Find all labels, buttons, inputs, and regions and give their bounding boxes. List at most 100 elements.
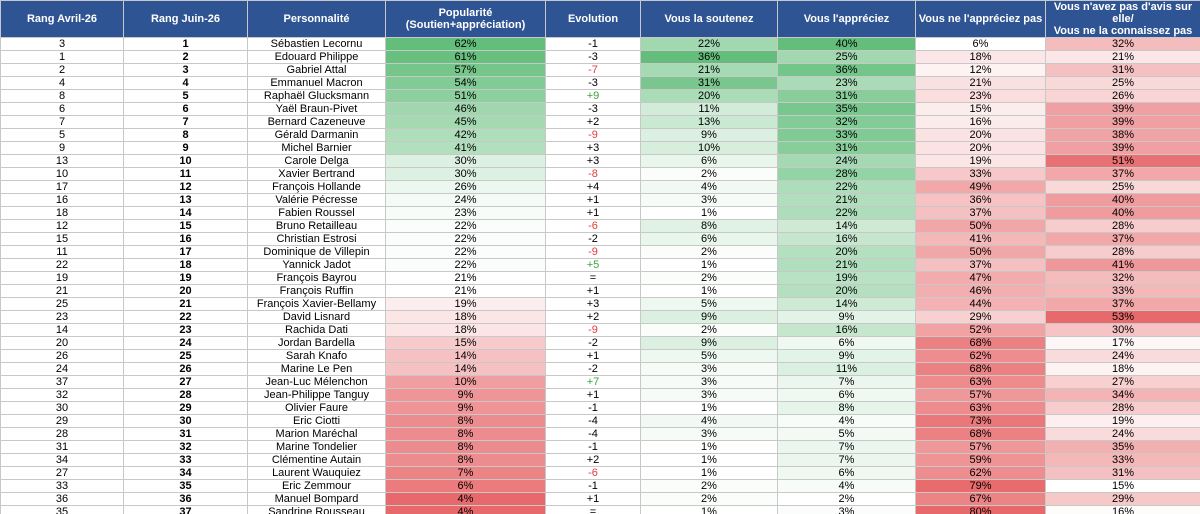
table-cell: +1 [545, 284, 641, 298]
table-row: 29 30 Eric Ciotti 8% -4 4% 4% 73% 19% [0, 414, 1200, 428]
table-cell: 30% [385, 154, 546, 168]
table-cell: 35% [1045, 440, 1200, 454]
table-cell: 23 [123, 323, 248, 337]
table-cell: 21% [777, 258, 916, 272]
table-row: 6 6 Yaël Braun-Pivet 46% -3 11% 35% 15% 39% [0, 102, 1200, 116]
table-cell: 9% [777, 310, 916, 324]
table-cell: 18% [385, 323, 546, 337]
column-header: Evolution [545, 0, 641, 38]
table-cell: 22% [777, 180, 916, 194]
table-cell: 46% [385, 102, 546, 116]
table-cell: 6% [640, 232, 778, 246]
table-cell: François Bayrou [247, 271, 386, 285]
table-cell: 3% [640, 193, 778, 207]
table-row: 28 31 Marion Maréchal 8% -4 3% 5% 68% 24% [0, 427, 1200, 441]
table-cell: 28 [0, 427, 124, 441]
table-row: 16 13 Valérie Pécresse 24% +1 3% 21% 36% 40% [0, 193, 1200, 207]
table-cell: 9% [385, 401, 546, 415]
table-cell: 19 [0, 271, 124, 285]
table-cell: 57% [915, 440, 1046, 454]
table-row: 33 35 Eric Zemmour 6% -1 2% 4% 79% 15% [0, 479, 1200, 493]
column-header: Rang Juin-26 [123, 0, 248, 38]
table-cell: Xavier Bertrand [247, 167, 386, 181]
table-cell: 25% [1045, 180, 1200, 194]
table-cell: 28% [1045, 401, 1200, 415]
table-cell: -3 [545, 50, 641, 64]
table-cell: 25% [1045, 76, 1200, 90]
table-cell: Manuel Bompard [247, 492, 386, 506]
table-cell: 15 [123, 219, 248, 233]
table-cell: +1 [545, 206, 641, 220]
table-row: 34 33 Clémentine Autain 8% +2 1% 7% 59% 33% [0, 453, 1200, 467]
table-cell: 38% [1045, 128, 1200, 142]
table-cell: 8% [385, 453, 546, 467]
table-cell: +3 [545, 297, 641, 311]
table-cell: 26 [0, 349, 124, 363]
table-cell: 3% [640, 427, 778, 441]
column-header: Popularité (Soutien+appréciation) [385, 0, 546, 38]
table-cell: 6% [640, 154, 778, 168]
table-cell: 1% [640, 401, 778, 415]
table-row: 21 20 François Ruffin 21% +1 1% 20% 46% 33% [0, 284, 1200, 298]
column-header: Vous n'avez pas d'avis sur elle/ Vous ne… [1045, 0, 1200, 38]
table-cell: 8% [385, 414, 546, 428]
table-cell: 35 [0, 505, 124, 514]
table-cell: 49% [915, 180, 1046, 194]
table-cell: 37% [915, 258, 1046, 272]
table-cell: 19% [777, 271, 916, 285]
table-cell: 32% [1045, 37, 1200, 51]
table-cell: 23% [915, 89, 1046, 103]
table-cell: 18% [385, 310, 546, 324]
table-cell: 68% [915, 336, 1046, 350]
table-cell: +2 [545, 453, 641, 467]
table-cell: 9 [123, 141, 248, 155]
table-cell: +1 [545, 193, 641, 207]
table-cell: 1% [640, 284, 778, 298]
table-cell: 21% [915, 76, 1046, 90]
table-cell: -1 [545, 479, 641, 493]
table-cell: 14% [385, 362, 546, 376]
table-cell: 73% [915, 414, 1046, 428]
table-cell: 21% [385, 271, 546, 285]
table-cell: 39% [1045, 115, 1200, 129]
table-cell: 1% [640, 466, 778, 480]
table-cell: 34 [0, 453, 124, 467]
table-cell: -9 [545, 128, 641, 142]
table-cell: 10 [0, 167, 124, 181]
table-cell: 13% [640, 115, 778, 129]
table-cell: = [545, 505, 641, 514]
table-cell: 3 [0, 37, 124, 51]
table-row: 36 36 Manuel Bompard 4% +1 2% 2% 67% 29% [0, 492, 1200, 506]
table-cell: 39% [1045, 141, 1200, 155]
table-cell: +4 [545, 180, 641, 194]
table-cell: 42% [385, 128, 546, 142]
column-header: Vous l'appréciez [777, 0, 916, 38]
table-cell: 28 [123, 388, 248, 402]
table-cell: 15% [385, 336, 546, 350]
table-cell: 41% [385, 141, 546, 155]
table-row: 31 32 Marine Tondelier 8% -1 1% 7% 57% 35% [0, 440, 1200, 454]
table-cell: 9% [640, 128, 778, 142]
table-cell: 68% [915, 427, 1046, 441]
table-cell: 31% [640, 76, 778, 90]
table-cell: -1 [545, 401, 641, 415]
table-cell: 37% [1045, 167, 1200, 181]
table-cell: 3% [777, 505, 916, 514]
table-cell: 1% [640, 505, 778, 514]
table-row: 35 37 Sandrine Rousseau 4% = 1% 3% 80% 16% [0, 505, 1200, 514]
table-cell: 21% [1045, 50, 1200, 64]
table-cell: 25% [777, 50, 916, 64]
table-cell: 15% [1045, 479, 1200, 493]
table-cell: 41% [915, 232, 1046, 246]
table-cell: 29% [1045, 492, 1200, 506]
table-cell: 22 [123, 310, 248, 324]
table-cell: 62% [915, 349, 1046, 363]
table-cell: 6 [123, 102, 248, 116]
table-cell: Fabien Roussel [247, 206, 386, 220]
table-cell: 26 [123, 362, 248, 376]
table-cell: 50% [915, 245, 1046, 259]
table-cell: 27 [123, 375, 248, 389]
table-cell: 28% [777, 167, 916, 181]
table-cell: 11% [640, 102, 778, 116]
table-cell: Emmanuel Macron [247, 76, 386, 90]
